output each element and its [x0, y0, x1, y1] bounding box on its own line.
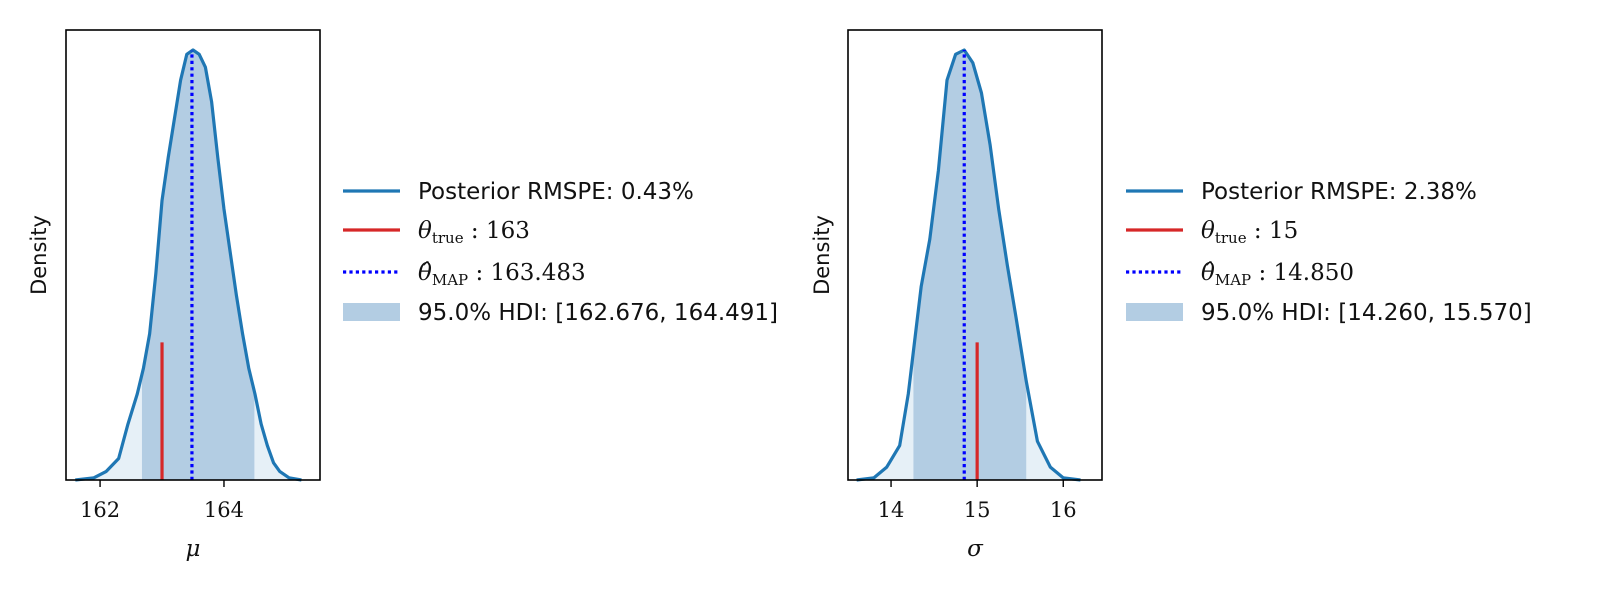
legend-map-symbol: θ̂: [418, 260, 432, 286]
legend-map-label: θ̂MAP : 14.850: [1201, 260, 1354, 289]
legend-true-label: θtrue : 15: [1201, 218, 1298, 247]
legend-hdi-label: 95.0% HDI: [14.260, 15.570]: [1201, 300, 1532, 326]
legend: Posterior RMSPE: 0.43% θtrue : 163 θ̂MAP :…: [343, 179, 778, 326]
hdi-band: [913, 50, 1027, 480]
x-tick-label: 14: [878, 498, 905, 522]
legend-hdi-swatch: [1126, 303, 1183, 321]
legend-map-value: : 163.483: [468, 260, 585, 286]
y-axis-label: Density: [810, 215, 834, 295]
chart-panel-2: 14 15 16 σ Density Posterior RMSPE: 2.38% θtru…: [810, 29, 1532, 562]
legend-map-symbol: θ̂: [1201, 260, 1215, 286]
legend-map-subscript: MAP: [432, 271, 468, 289]
legend-map-label: θ̂MAP : 163.483: [418, 260, 586, 289]
legend-true-value: : 163: [464, 218, 530, 244]
legend-hdi-label: 95.0% HDI: [162.676, 164.491]: [418, 300, 778, 326]
plot-frame: [847, 29, 1103, 481]
x-tick-label: 16: [1050, 498, 1077, 522]
hdi-band: [141, 50, 255, 480]
posterior-density-line: [75, 48, 302, 482]
legend-posterior-label: Posterior RMSPE: 0.43%: [418, 179, 694, 205]
x-tick-label: 15: [964, 498, 991, 522]
x-tick-label: 164: [204, 498, 244, 522]
legend-true-symbol: θ: [418, 218, 432, 244]
x-axis-label: μ: [186, 536, 201, 562]
plot-frame: [65, 29, 321, 481]
legend-map-subscript: MAP: [1215, 271, 1251, 289]
legend: Posterior RMSPE: 2.38% θtrue : 15 θ̂MAP : …: [1126, 179, 1532, 326]
legend-true-label: θtrue : 163: [418, 218, 530, 247]
legend-posterior-label: Posterior RMSPE: 2.38%: [1201, 179, 1477, 205]
legend-map-value: : 14.850: [1251, 260, 1354, 286]
y-axis-label: Density: [27, 215, 51, 295]
legend-hdi-swatch: [343, 303, 400, 321]
legend-true-symbol: θ: [1201, 218, 1215, 244]
legend-true-value: : 15: [1247, 218, 1299, 244]
x-tick-label: 162: [80, 498, 120, 522]
legend-true-subscript: true: [1215, 229, 1247, 247]
legend-true-subscript: true: [432, 229, 464, 247]
x-axis-label: σ: [967, 536, 984, 562]
